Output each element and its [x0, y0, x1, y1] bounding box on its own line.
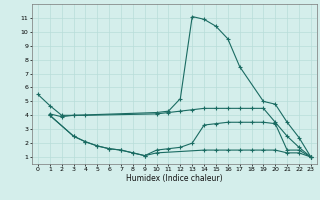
X-axis label: Humidex (Indice chaleur): Humidex (Indice chaleur) — [126, 174, 223, 183]
